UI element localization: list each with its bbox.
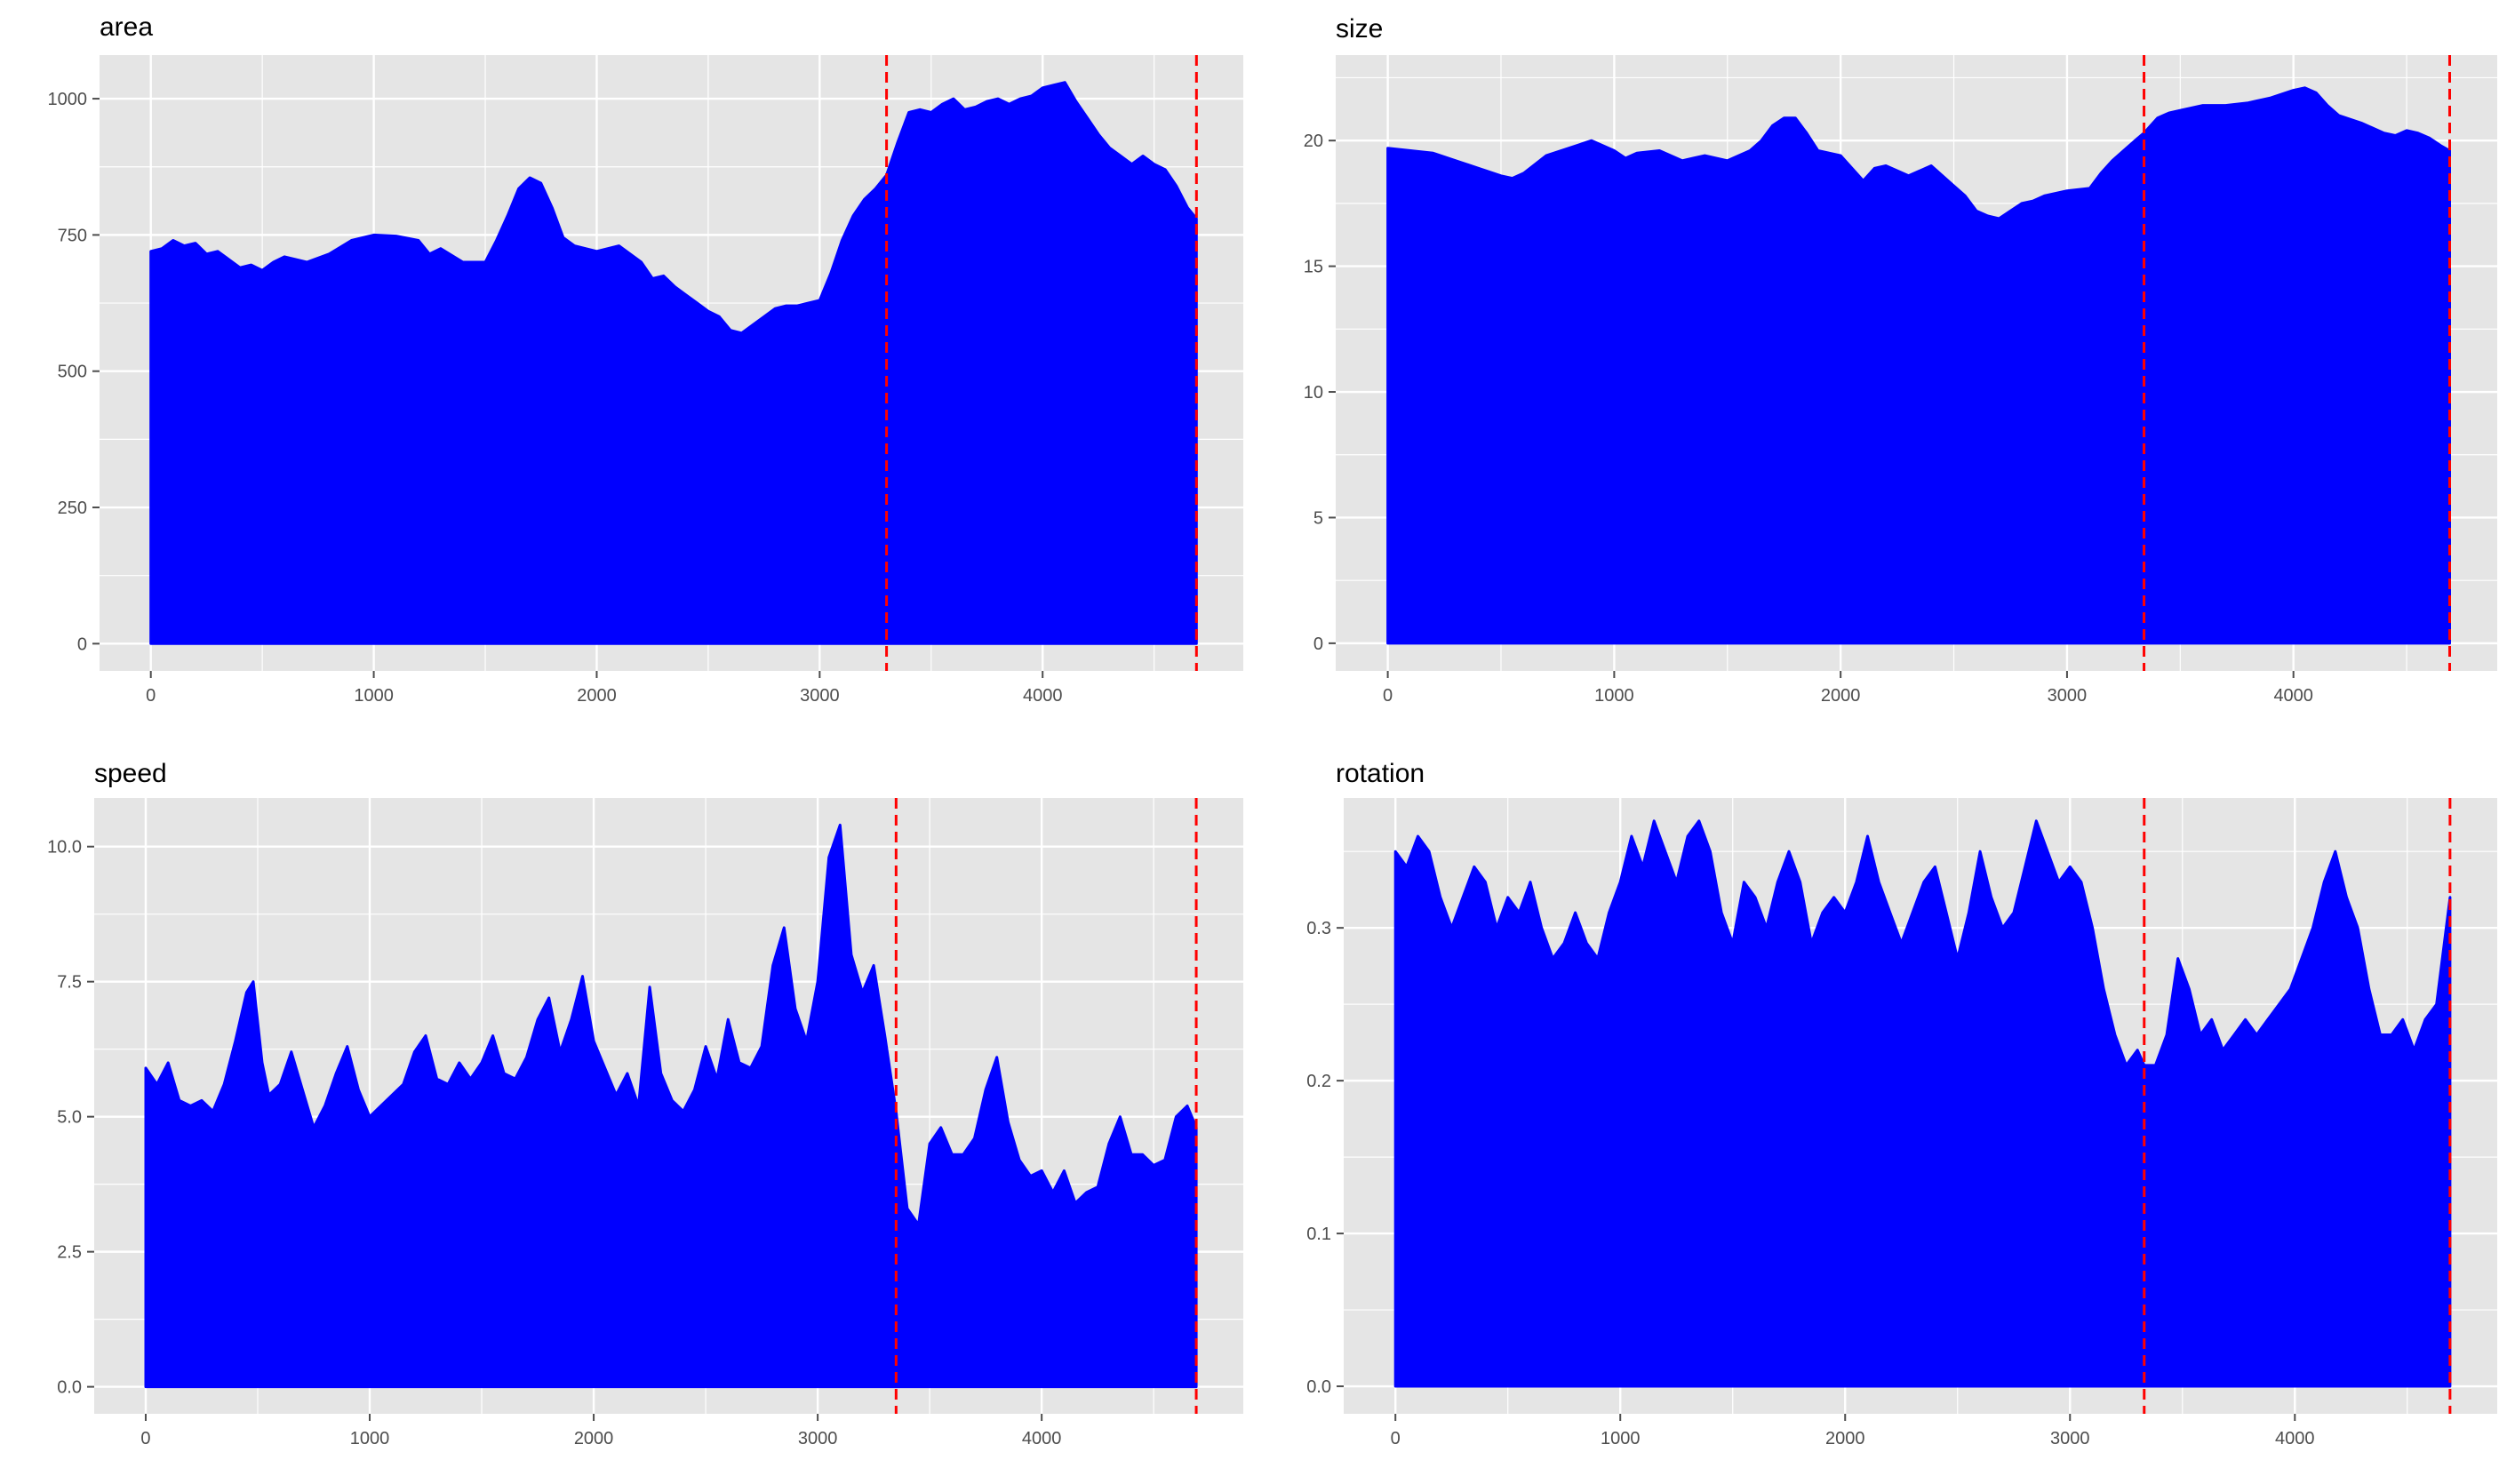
x-tick-label: 2000 [1825,1429,1865,1448]
x-tick-label: 0 [1383,686,1393,706]
panel-title: speed [94,759,167,788]
x-tick-label: 4000 [1023,686,1063,706]
x-tick-label: 3000 [2048,686,2088,706]
x-tick-label: 1000 [1594,686,1634,706]
x-tick-label: 4000 [1022,1429,1062,1448]
y-tick-label: 10 [1304,383,1323,403]
x-tick-label: 1000 [354,686,394,706]
x-tick-label: 2000 [1821,686,1861,706]
panel-area: 0 1000 2000 3000 4000 0 250 500 750 1000 area [48,12,1243,706]
y-tick-label: 750 [58,226,87,245]
area-series-speed [144,823,1198,1389]
y-tick-label: 5.0 [57,1108,82,1128]
area-series-size [1386,86,2451,645]
x-tick-label: 0 [1391,1429,1401,1448]
y-tick-label: 5 [1313,508,1323,528]
y-tick-label: 7.5 [57,973,82,993]
x-tick-label: 0 [146,686,156,706]
y-tick-label: 20 [1304,132,1323,151]
y-tick-label: 0 [77,634,87,654]
x-tick-label: 2000 [574,1429,614,1448]
panel-size: 0 1000 2000 3000 4000 0 5 10 15 20 size [1304,14,2497,706]
x-tick-label: 4000 [2275,1429,2315,1448]
y-tick-label: 1000 [48,90,88,109]
y-tick-label: 0.3 [1306,919,1331,938]
panel-title: size [1336,14,1383,44]
y-tick-label: 0.0 [57,1378,82,1398]
x-tick-label: 3000 [800,686,840,706]
x-tick-label: 2000 [577,686,617,706]
y-tick-label: 10.0 [47,838,82,858]
area-series-area [149,81,1198,645]
y-tick-label: 2.5 [57,1243,82,1263]
x-tick-label: 1000 [350,1429,390,1448]
area-series-rotation [1393,819,2452,1388]
y-tick-label: 250 [58,499,87,518]
y-tick-label: 0.0 [1306,1377,1331,1397]
y-tick-label: 0.2 [1306,1072,1331,1091]
y-tick-label: 0.1 [1306,1225,1331,1244]
panel-title: area [100,12,153,42]
x-tick-label: 3000 [798,1429,838,1448]
panel-speed: 0 1000 2000 3000 4000 0.0 2.5 5.0 7.5 10.0 speed [47,759,1243,1448]
y-tick-label: 15 [1304,258,1323,277]
x-tick-label: 1000 [1601,1429,1641,1448]
x-tick-label: 0 [140,1429,150,1448]
x-tick-label: 4000 [2273,686,2313,706]
y-tick-label: 0 [1313,634,1323,654]
y-tick-label: 500 [58,363,87,382]
x-tick-label: 3000 [2050,1429,2090,1448]
panel-rotation: 0 1000 2000 3000 4000 0.0 0.1 0.2 0.3 rotation [1306,759,2497,1448]
panel-title: rotation [1336,759,1425,788]
